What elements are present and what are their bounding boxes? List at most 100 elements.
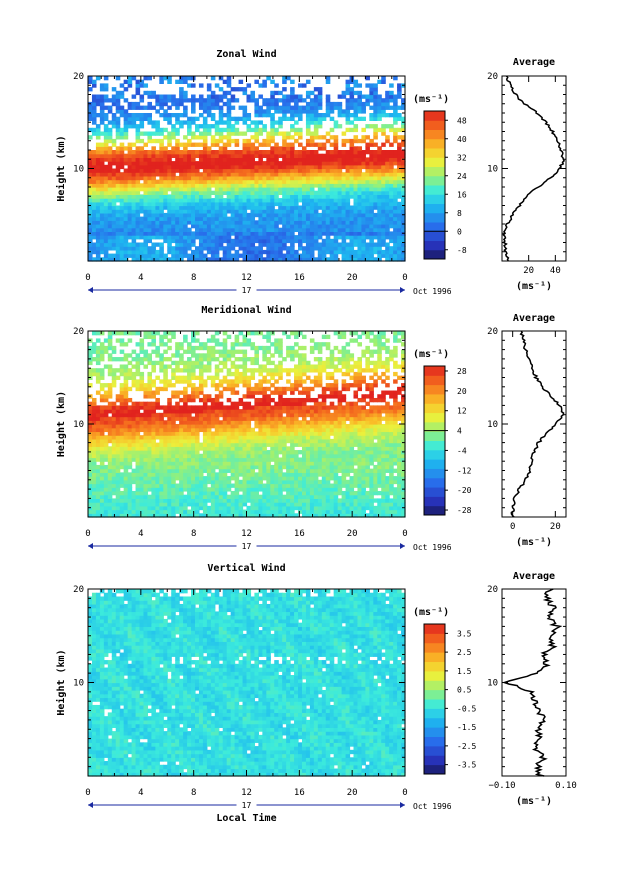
heatmap-cell	[131, 505, 137, 511]
heatmap-cell	[254, 150, 259, 155]
heatmap-cell	[349, 150, 355, 155]
heatmap-cell	[95, 438, 101, 444]
heatmap-cell	[325, 483, 331, 488]
heatmap-cell	[135, 435, 141, 440]
heatmap-cell	[258, 487, 263, 492]
heatmap-cell	[103, 257, 109, 262]
heatmap-cell	[119, 172, 125, 177]
heatmap-cell	[345, 464, 351, 470]
heatmap-cell	[294, 438, 299, 444]
heatmap-cell	[377, 468, 382, 473]
heatmap-cell	[155, 131, 160, 136]
heatmap-cell	[305, 124, 311, 129]
heatmap-cell	[210, 179, 216, 184]
heatmap-cell	[294, 161, 299, 166]
heatmap-cell	[369, 483, 374, 488]
heatmap-cell	[202, 502, 208, 507]
heatmap-cell	[385, 113, 390, 118]
heatmap-cell	[313, 227, 319, 232]
heatmap-cell	[191, 194, 196, 199]
heatmap-cell	[107, 438, 113, 444]
heatmap-cell	[341, 150, 347, 155]
heatmap-cell	[305, 502, 311, 507]
heatmap-cell	[262, 98, 267, 103]
heatmap-cell	[218, 138, 224, 144]
heatmap-cell	[345, 442, 351, 447]
heatmap-cell	[218, 476, 224, 481]
heatmap-cell	[210, 135, 216, 140]
heatmap-cell	[377, 168, 382, 173]
heatmap-cell	[325, 209, 331, 214]
heatmap-cell	[345, 479, 351, 485]
heatmap-cell	[282, 76, 287, 81]
heatmap-cell	[175, 450, 180, 455]
heatmap-cell	[258, 109, 263, 114]
heatmap-cell	[99, 242, 105, 247]
heatmap-cell	[131, 175, 137, 181]
heatmap-cell	[290, 487, 295, 492]
heatmap-cell	[298, 190, 303, 195]
heatmap-cell	[147, 450, 152, 455]
heatmap-cell	[238, 87, 244, 92]
heatmap-cell	[270, 212, 275, 218]
heatmap-cell	[389, 83, 394, 88]
heatmap-cell	[131, 220, 137, 225]
heatmap-cell	[333, 194, 339, 199]
heatmap-cell	[329, 172, 335, 177]
heatmap-cell	[250, 224, 256, 229]
heatmap-cell	[214, 446, 220, 451]
heatmap-cell	[111, 490, 117, 496]
heatmap-cell	[401, 127, 406, 133]
heatmap-cell	[242, 153, 248, 158]
heatmap-cell	[301, 468, 307, 473]
heatmap-cell	[159, 146, 164, 151]
heatmap-cell	[218, 472, 224, 477]
heatmap-cell	[99, 461, 105, 466]
heatmap-cell	[250, 257, 256, 262]
heatmap-cell	[377, 464, 382, 470]
heatmap-cell	[309, 216, 315, 221]
heatmap-cell	[357, 227, 363, 232]
heatmap-cell	[115, 472, 121, 477]
heatmap-cell	[147, 201, 152, 207]
heatmap-cell	[377, 505, 382, 511]
heatmap-cell	[222, 253, 228, 258]
heatmap-cell	[397, 179, 402, 184]
heatmap-cell	[282, 487, 287, 492]
heatmap-cell	[266, 105, 271, 110]
heatmap-cell	[147, 135, 152, 140]
heatmap-cell	[143, 142, 149, 147]
heatmap-cell	[305, 468, 311, 473]
heatmap-cell	[210, 205, 216, 210]
heatmap-cell	[290, 257, 295, 262]
heatmap-cell	[155, 209, 160, 214]
heatmap-cell	[183, 498, 188, 503]
heatmap-cell	[385, 446, 390, 451]
heatmap-cell	[254, 146, 259, 151]
heatmap-cell	[286, 168, 291, 173]
heatmap-cell	[127, 190, 133, 195]
heatmap-cell	[242, 172, 248, 177]
heatmap-cell	[337, 242, 343, 247]
heatmap-cell	[278, 513, 283, 518]
heatmap-cell	[290, 161, 295, 166]
heatmap-cell	[246, 190, 252, 195]
heatmap-cell	[95, 457, 101, 462]
heatmap-cell	[151, 457, 156, 462]
heatmap-cell	[365, 468, 370, 473]
heatmap-cell	[99, 98, 105, 103]
heatmap-cell	[361, 105, 366, 110]
heatmap-cell	[226, 79, 232, 84]
heatmap-cell	[369, 246, 374, 251]
heatmap-cell	[333, 238, 339, 244]
heatmap-cell	[329, 224, 335, 229]
heatmap-cell	[317, 490, 323, 496]
heatmap-cell	[337, 164, 343, 170]
heatmap-cell	[298, 505, 303, 511]
heatmap-cell	[123, 201, 129, 207]
heatmap-cell	[230, 127, 236, 133]
heatmap-cell	[286, 76, 291, 81]
heatmap-cell	[298, 161, 303, 166]
heatmap-cell	[309, 142, 315, 147]
heatmap-cell	[242, 157, 248, 162]
